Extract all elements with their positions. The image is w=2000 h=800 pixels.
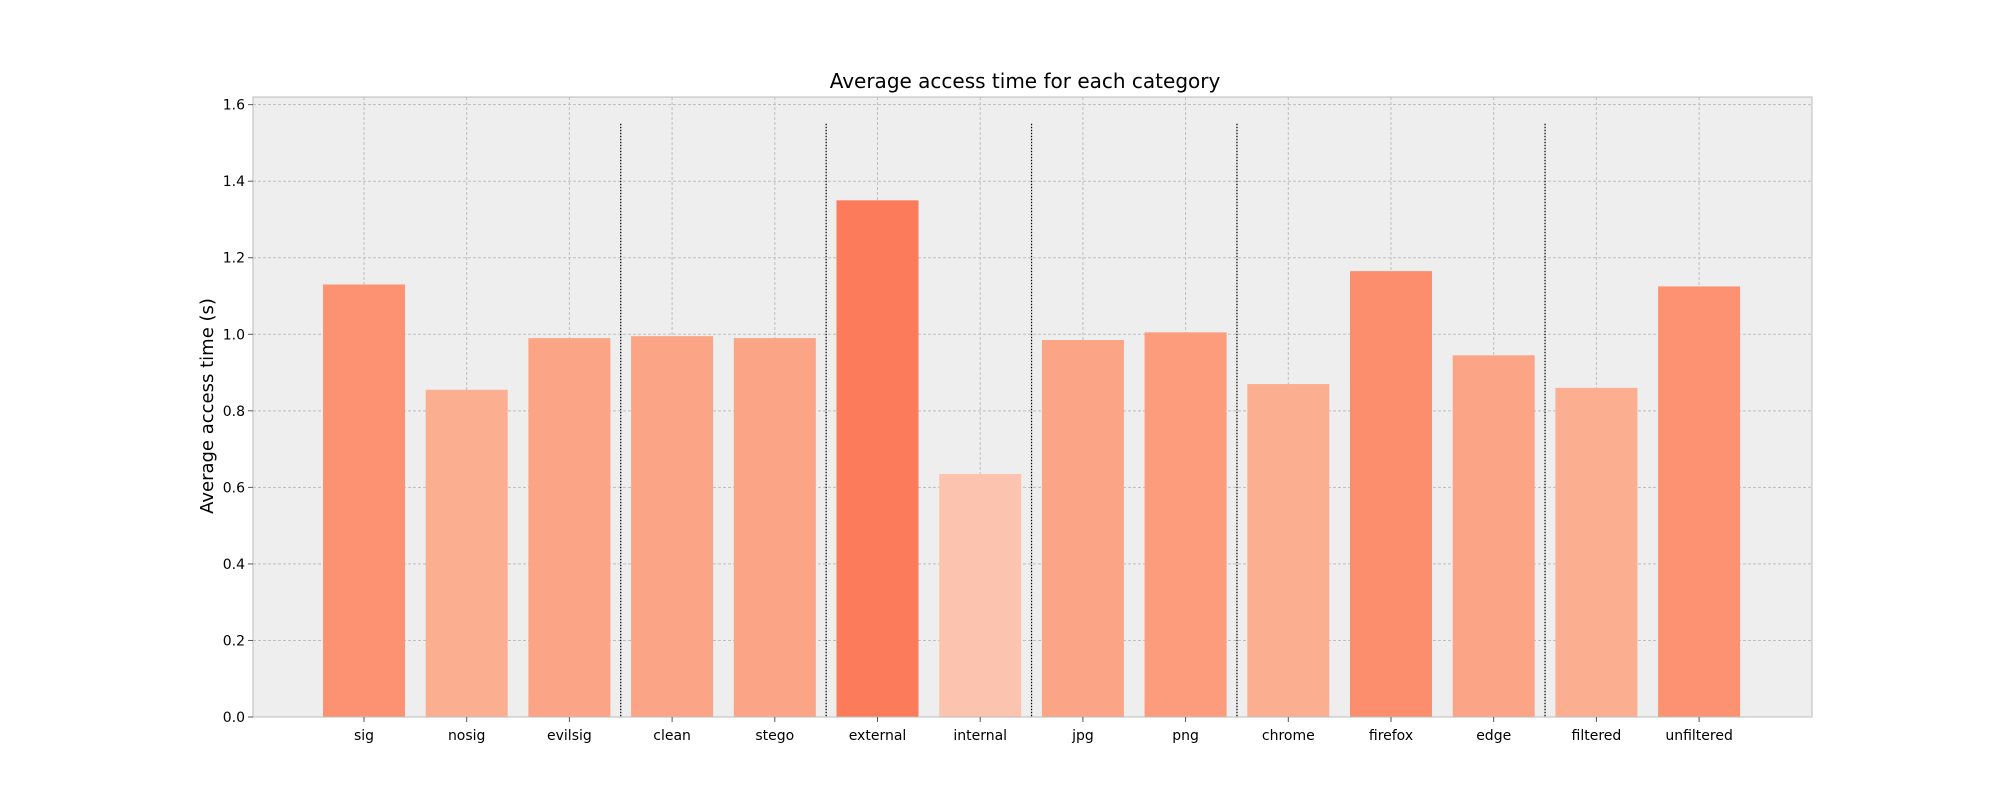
bar-evilsig <box>528 338 611 717</box>
y-tick-label: 0.6 <box>223 480 245 496</box>
x-tick-label-png: png <box>1172 728 1199 744</box>
x-tick-label-external: external <box>849 728 907 744</box>
y-tick-label: 1.2 <box>223 251 245 267</box>
x-tick-label-sig: sig <box>354 728 374 744</box>
x-tick-label-stego: stego <box>755 728 794 744</box>
x-tick-label-nosig: nosig <box>448 728 486 744</box>
bar-edge <box>1452 355 1535 717</box>
bar-png <box>1144 332 1227 717</box>
x-tick-label-evilsig: evilsig <box>547 728 592 744</box>
x-tick-label-jpg: jpg <box>1071 728 1094 744</box>
x-tick-label-unfiltered: unfiltered <box>1665 728 1733 744</box>
bar-clean <box>631 336 714 717</box>
y-axis-title: Average access time (s) <box>197 298 218 514</box>
y-tick-label: 0.8 <box>223 404 245 420</box>
y-tick-label: 1.0 <box>223 327 245 343</box>
x-tick-label-filtered: filtered <box>1572 728 1622 744</box>
x-tick-label-firefox: firefox <box>1369 728 1413 744</box>
x-tick-label-edge: edge <box>1476 728 1511 744</box>
bar-nosig <box>425 389 508 717</box>
bar-external <box>836 200 919 718</box>
bar-chrome <box>1247 384 1330 717</box>
x-tick-label-chrome: chrome <box>1262 728 1315 744</box>
plot-area <box>253 97 1812 717</box>
y-tick-label: 1.4 <box>223 174 245 190</box>
bar-firefox <box>1350 271 1432 717</box>
x-tick-label-clean: clean <box>653 728 691 744</box>
y-tick-label: 1.6 <box>223 98 245 114</box>
bar-filtered <box>1555 387 1638 717</box>
bar-internal <box>939 473 1022 717</box>
chart-title: Average access time for each category <box>830 69 1221 93</box>
y-tick-label: 0.4 <box>223 557 245 573</box>
plot-frame <box>252 96 1813 718</box>
bar-stego <box>733 338 816 717</box>
y-tick-label: 0.2 <box>223 633 245 649</box>
x-tick-label-internal: internal <box>953 728 1007 744</box>
y-tick-label: 0.0 <box>223 710 245 726</box>
bar-jpg <box>1041 340 1124 717</box>
bar-sig <box>323 284 405 717</box>
bar-unfiltered <box>1658 286 1741 717</box>
